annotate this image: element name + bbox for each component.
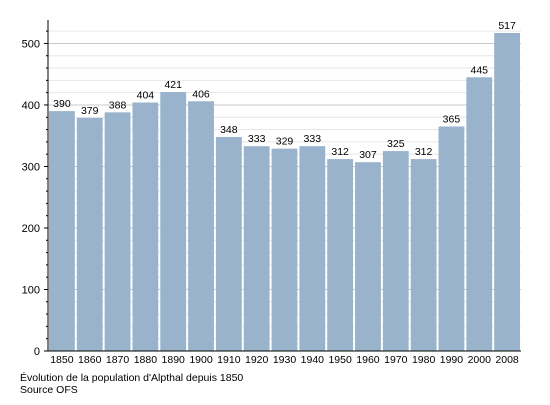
y-tick-label: 400 [22, 100, 40, 112]
x-tick-label: 1950 [328, 354, 352, 366]
data-label: 404 [137, 90, 155, 102]
x-tick-label: 1990 [440, 354, 464, 366]
data-label: 421 [164, 79, 182, 91]
x-tick-label: 1900 [189, 354, 213, 366]
data-label: 379 [81, 105, 99, 117]
bar-1880 [132, 102, 159, 351]
x-tick-label: 1970 [384, 354, 408, 366]
x-tick-label: 1890 [162, 354, 186, 366]
bar-2000 [466, 77, 493, 351]
data-label: 325 [387, 138, 405, 150]
chart-source: Source OFS [20, 384, 78, 396]
bar-1920 [243, 146, 270, 351]
data-label: 390 [53, 98, 71, 110]
data-label: 329 [276, 136, 294, 148]
data-label: 348 [220, 124, 238, 136]
y-tick-label: 500 [22, 38, 40, 50]
x-tick-label: 1980 [412, 354, 436, 366]
bar-1890 [160, 92, 187, 351]
x-tick-label: 1860 [78, 354, 102, 366]
x-tick-label: 1880 [134, 354, 158, 366]
data-label: 307 [359, 149, 377, 161]
data-label: 388 [109, 99, 127, 111]
y-tick-label: 0 [34, 346, 40, 358]
x-tick-label: 1960 [356, 354, 380, 366]
bar-1910 [215, 136, 242, 351]
x-tick-label: 1910 [217, 354, 241, 366]
x-tick-label: 1940 [301, 354, 325, 366]
y-tick-label: 200 [22, 223, 40, 235]
bar-2008 [494, 32, 520, 352]
bar-1870 [104, 112, 131, 351]
bar-1990 [438, 126, 465, 351]
chart-caption: Évolution de la population d'Alpthal dep… [20, 372, 244, 384]
y-tick-label: 100 [22, 284, 40, 296]
data-label: 333 [304, 133, 322, 145]
data-label: 312 [415, 146, 433, 158]
bar-1950 [327, 159, 354, 351]
x-tick-label: 2000 [468, 354, 492, 366]
x-tick-label: 1870 [106, 354, 130, 366]
y-tick-label: 300 [22, 161, 40, 173]
data-label: 333 [248, 133, 266, 145]
bar-1960 [355, 162, 381, 351]
x-tick-label: 1930 [273, 354, 297, 366]
bar-1940 [299, 146, 326, 351]
bar-1850 [49, 111, 75, 351]
data-label: 406 [192, 88, 210, 100]
data-label: 517 [498, 20, 516, 32]
x-tick-label: 1920 [245, 354, 269, 366]
data-label: 365 [443, 113, 461, 125]
data-label: 312 [331, 146, 349, 158]
bar-1860 [76, 117, 103, 351]
bar-1900 [188, 101, 214, 351]
x-tick-label: 1850 [50, 354, 74, 366]
bar-1980 [410, 159, 437, 351]
bar-1930 [271, 148, 298, 351]
data-label: 445 [470, 64, 488, 76]
x-tick-label: 2008 [495, 354, 519, 366]
bar-1970 [382, 151, 409, 351]
